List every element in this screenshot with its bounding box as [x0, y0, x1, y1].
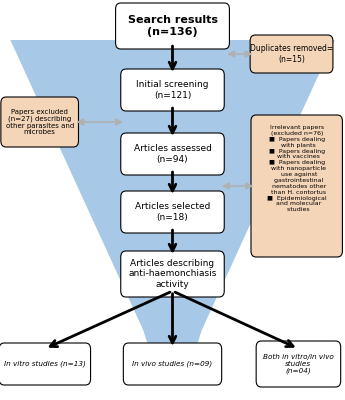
Text: Duplicates removed=
(n=15): Duplicates removed= (n=15) — [250, 44, 333, 64]
FancyBboxPatch shape — [116, 3, 229, 49]
FancyBboxPatch shape — [250, 35, 333, 73]
Text: Articles selected
(n=18): Articles selected (n=18) — [135, 202, 210, 222]
FancyBboxPatch shape — [1, 97, 79, 147]
FancyBboxPatch shape — [121, 251, 224, 297]
Polygon shape — [10, 40, 335, 384]
Text: Search results
(n=136): Search results (n=136) — [128, 15, 217, 37]
FancyBboxPatch shape — [121, 133, 224, 175]
Text: In vivo studies (n=09): In vivo studies (n=09) — [132, 361, 213, 367]
FancyBboxPatch shape — [121, 191, 224, 233]
Text: Papers excluded
(n=27) describing
other parasites and
microbes: Papers excluded (n=27) describing other … — [6, 109, 74, 135]
Text: Articles assessed
(n=94): Articles assessed (n=94) — [134, 144, 211, 164]
Text: In vitro studies (n=13): In vitro studies (n=13) — [4, 361, 86, 367]
FancyBboxPatch shape — [0, 343, 90, 385]
Text: Both in vitro/in vivo
studies
(n=04): Both in vitro/in vivo studies (n=04) — [263, 354, 334, 374]
FancyBboxPatch shape — [124, 343, 222, 385]
Text: Articles describing
anti-haemonchiasis
activity: Articles describing anti-haemonchiasis a… — [128, 259, 217, 289]
FancyBboxPatch shape — [251, 115, 342, 257]
FancyBboxPatch shape — [121, 69, 224, 111]
FancyBboxPatch shape — [256, 341, 341, 387]
Text: Irrelevant papers
(excluded n=76)
■  Papers dealing
  with plants
■  Papers deal: Irrelevant papers (excluded n=76) ■ Pape… — [267, 125, 326, 212]
Text: Initial screening
(n=121): Initial screening (n=121) — [136, 80, 209, 100]
